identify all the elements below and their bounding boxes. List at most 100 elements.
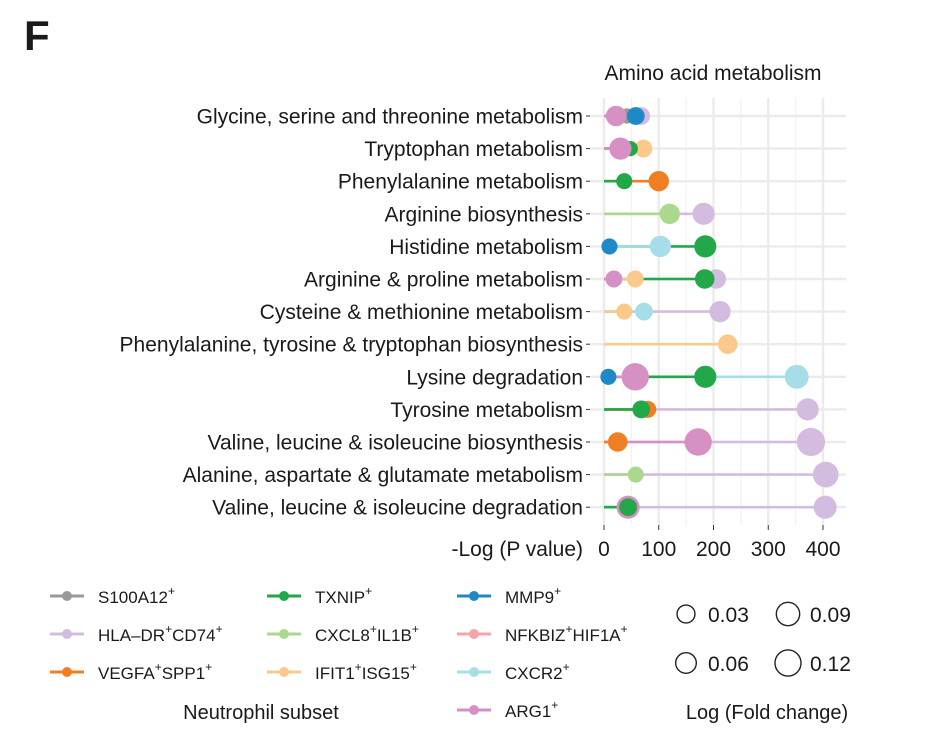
lollipop-point [626,107,645,125]
legend-item: MMP9+ [457,584,561,607]
lollipop-point [709,300,731,323]
legend-label: NFKBIZ+HIF1A+ [505,622,628,645]
lollipop-point [619,498,638,517]
legend-label: TXNIP+ [315,584,372,607]
lollipop-point [796,427,826,457]
x-axis-title: -Log (P value) [451,538,583,561]
lollipop-point [684,428,712,456]
lollipop-point [648,170,669,192]
x-tick-label: 0 [598,538,610,561]
chart-title: Amino acid metabolism [604,62,821,85]
category-label: Lysine degradation [406,366,583,389]
category-row: Lysine degradation [406,363,809,391]
category-row: Arginine & proline metabolism [304,269,727,292]
lollipop-point [694,269,715,289]
lollipop-point [616,173,633,190]
legend-item: HLA–DR+CD74+ [50,622,223,645]
legend-key-dot [469,591,479,601]
legend-item: S100A12+ [50,584,175,607]
lollipop-point [784,364,809,389]
lollipop-point [694,365,717,388]
size-legend-item: 0.03 [676,604,749,627]
category-label: Glycine, serine and threonine metabolism [197,106,583,129]
lollipop-point [626,270,644,288]
category-row: Valine, leucine & isoleucine degradation [212,495,837,520]
lollipop-point [692,202,715,225]
legend-neutrophil-subset: S100A12+ TXNIP+ MMP9+ HLA–DR+CD74+ CXCL8+IL1… [50,584,628,721]
x-tick-label: 200 [696,538,731,561]
lollipop-point [694,235,717,258]
category-row: Glycine, serine and threonine metabolism [197,106,651,129]
lollipop-point [812,461,839,488]
lollipop-point [607,432,628,452]
legend-key-dot [62,629,72,639]
category-row: Arginine biosynthesis [385,202,715,226]
category-rows: Glycine, serine and threonine metabolism… [120,106,839,520]
category-row: Phenylalanine, tyrosine & tryptophan bio… [120,334,738,357]
legend-item: ARG1+ [457,698,558,721]
x-tick-label: 400 [805,538,840,561]
lollipop-point [659,203,680,225]
legend-label: HLA–DR+CD74+ [98,622,223,645]
legend-size-title: Log (Fold change) [686,702,848,724]
legend-key-dot [469,705,479,715]
category-label: Alanine, aspartate & glutamate metabolis… [183,464,583,487]
category-row: Valine, leucine & isoleucine biosynthesi… [208,427,826,457]
lollipop-point [635,302,653,321]
legend-key-dot [469,629,479,639]
size-legend-item: 0.06 [674,651,749,676]
category-row: Phenylalanine metabolism [338,171,669,194]
legend-key-dot [62,591,72,601]
legend-label: IFIT1+ISG15+ [315,660,417,683]
legend-key-dot [279,629,289,639]
category-label: Phenylalanine, tyrosine & tryptophan bio… [120,334,583,357]
lollipop-point [627,466,644,483]
size-legend-label: 0.06 [708,653,749,676]
category-row: Cysteine & methionine metabolism [260,300,731,324]
lollipop-point [621,363,649,391]
lollipop-point [632,400,651,419]
legend-item: TXNIP+ [267,584,372,607]
legend-key-dot [62,667,72,677]
size-legend-label: 0.12 [810,653,851,676]
lollipop-point [605,270,623,288]
legend-item: NFKBIZ+HIF1A+ [457,622,628,645]
legend-key-dot [279,667,289,677]
size-legend-circle [774,649,802,677]
lollipop-point [717,334,738,354]
category-label: Arginine biosynthesis [385,203,583,226]
lollipop-point [813,495,837,519]
size-legend-circle [674,651,698,675]
legend-label: CXCL8+IL1B+ [315,622,419,645]
size-legend-circle [775,601,801,627]
x-tick-label: 100 [641,538,676,561]
category-row: Histidine metabolism [389,235,717,259]
category-row: Alanine, aspartate & glutamate metabolis… [183,461,839,488]
lollipop-point [616,303,633,320]
panel-label: F [24,12,50,59]
x-tick-label: 300 [751,538,786,561]
legend-label: S100A12+ [98,584,175,607]
lollipop-point [600,368,617,385]
legend-item: VEGFA+SPP1+ [50,660,212,683]
legend-item: CXCL8+IL1B+ [267,622,419,645]
size-legend-item: 0.09 [775,601,851,627]
lollipop-point [634,139,653,158]
size-legend-circle [676,604,696,624]
legend-label: VEGFA+SPP1+ [98,660,212,683]
lollipop-point [605,105,627,127]
category-label: Arginine & proline metabolism [304,269,583,292]
category-label: Tryptophan metabolism [364,138,583,161]
lollipop-point [649,235,672,258]
legend-fold-change: 0.03 0.09 0.06 0.12 [674,601,851,677]
legend-item: CXCR2+ [457,660,570,683]
lollipop-point [796,398,819,421]
category-label: Valine, leucine & isoleucine degradation [212,497,583,520]
legend-subset-title: Neutrophil subset [183,702,339,724]
legend-item: IFIT1+ISG15+ [267,660,417,683]
legend-label: CXCR2+ [505,660,570,683]
category-row: Tyrosine metabolism [390,398,819,422]
legend-label: MMP9+ [505,584,561,607]
lollipop-point [609,137,632,160]
